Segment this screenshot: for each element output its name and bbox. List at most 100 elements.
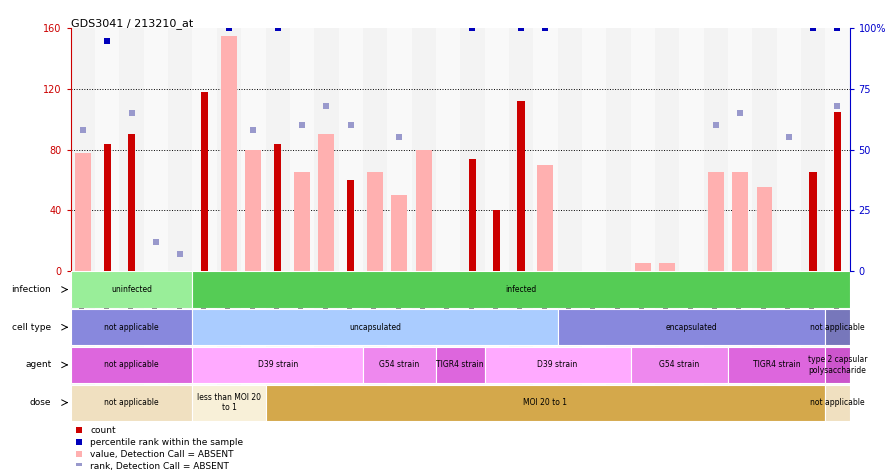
Bar <box>314 271 338 309</box>
Bar <box>436 384 460 421</box>
Bar <box>826 309 850 346</box>
Bar <box>416 150 432 271</box>
Bar <box>558 271 582 309</box>
Bar <box>826 384 850 421</box>
Bar <box>339 28 363 271</box>
Bar <box>801 346 826 384</box>
Bar <box>485 347 630 383</box>
Bar <box>241 309 266 346</box>
Bar <box>314 309 338 346</box>
Bar <box>826 384 850 421</box>
Bar <box>582 271 606 309</box>
Bar <box>727 346 752 384</box>
Bar <box>630 346 655 384</box>
Bar <box>266 309 290 346</box>
Bar <box>635 263 650 271</box>
Bar <box>119 271 143 309</box>
Bar <box>266 271 290 309</box>
Bar <box>96 309 119 346</box>
Bar <box>201 92 208 271</box>
Bar <box>266 28 290 271</box>
Bar <box>71 272 193 308</box>
Bar <box>509 384 534 421</box>
Bar <box>217 271 241 309</box>
Bar <box>217 28 241 271</box>
Bar <box>509 309 534 346</box>
Bar <box>274 144 281 271</box>
Text: not applicable: not applicable <box>104 360 159 369</box>
Bar <box>777 346 801 384</box>
Bar <box>363 347 436 383</box>
Bar <box>826 309 850 346</box>
Bar <box>436 309 460 346</box>
Bar <box>104 144 111 271</box>
Bar <box>680 28 704 271</box>
Text: GDS3041 / 213210_at: GDS3041 / 213210_at <box>71 18 193 28</box>
Bar <box>128 135 135 271</box>
Bar <box>347 180 354 271</box>
Bar <box>558 309 826 346</box>
Bar <box>655 271 680 309</box>
Bar <box>704 271 727 309</box>
Bar <box>314 346 338 384</box>
Bar <box>71 309 193 346</box>
Bar <box>339 271 363 309</box>
Bar <box>537 165 553 271</box>
Bar <box>777 384 801 421</box>
Bar <box>801 309 826 346</box>
Bar <box>757 187 773 271</box>
Bar <box>96 271 119 309</box>
Bar <box>71 28 96 271</box>
Bar <box>290 28 314 271</box>
Bar <box>339 309 363 346</box>
Bar <box>388 346 412 384</box>
Bar <box>558 384 582 421</box>
Bar <box>75 153 91 271</box>
Bar <box>630 309 655 346</box>
Bar <box>412 271 436 309</box>
Bar <box>193 271 217 309</box>
Bar <box>193 384 217 421</box>
Bar <box>168 28 193 271</box>
Bar <box>193 309 558 346</box>
Bar <box>143 28 168 271</box>
Bar <box>436 346 460 384</box>
Bar <box>801 28 826 271</box>
Bar <box>241 28 266 271</box>
Bar <box>266 346 290 384</box>
Bar <box>485 271 509 309</box>
Bar <box>436 347 485 383</box>
Bar <box>680 309 704 346</box>
Bar <box>363 271 388 309</box>
Text: agent: agent <box>25 360 51 369</box>
Bar <box>143 384 168 421</box>
Bar <box>367 172 383 271</box>
Bar <box>810 172 817 271</box>
Bar <box>168 271 193 309</box>
Bar <box>388 384 412 421</box>
Bar <box>412 346 436 384</box>
Text: value, Detection Call = ABSENT: value, Detection Call = ABSENT <box>90 450 234 459</box>
Bar <box>469 159 476 271</box>
Bar <box>363 384 388 421</box>
Bar <box>533 384 558 421</box>
Bar <box>143 309 168 346</box>
Text: MOI 20 to 1: MOI 20 to 1 <box>523 398 567 407</box>
Bar <box>71 271 96 309</box>
Text: not applicable: not applicable <box>104 398 159 407</box>
Bar <box>119 346 143 384</box>
Bar <box>388 28 412 271</box>
Bar <box>655 384 680 421</box>
Text: percentile rank within the sample: percentile rank within the sample <box>90 438 243 447</box>
Bar <box>704 384 727 421</box>
Bar <box>388 271 412 309</box>
Bar <box>582 309 606 346</box>
Text: dose: dose <box>30 398 51 407</box>
Bar <box>290 309 314 346</box>
Bar <box>193 347 363 383</box>
Bar <box>727 347 826 383</box>
Bar <box>558 346 582 384</box>
Bar <box>801 271 826 309</box>
Bar <box>727 271 752 309</box>
Bar <box>659 263 675 271</box>
